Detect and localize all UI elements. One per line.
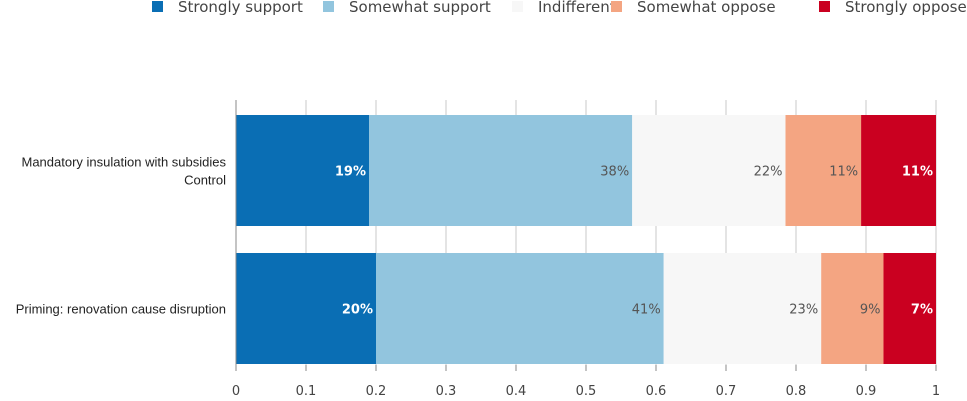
bar-segment — [632, 115, 786, 226]
bars: 19% 38% 22% 11% 11% 20% 41% 23% 9% 7% — [236, 115, 936, 364]
x-tick-label: 0.3 — [436, 384, 457, 399]
x-tick-label: 0 — [232, 384, 240, 399]
x-tick-label: 0.2 — [366, 384, 387, 399]
bar-segment — [861, 115, 936, 226]
bar-segment — [785, 115, 862, 226]
legend-swatch — [152, 1, 163, 12]
x-tick-label: 0.4 — [506, 384, 527, 399]
bar-segment — [821, 253, 884, 364]
data-label: 19% — [335, 165, 366, 180]
bar-segment — [236, 253, 376, 364]
data-label: 38% — [600, 165, 629, 180]
legend-swatch — [512, 1, 523, 12]
x-tick-label: 0.7 — [716, 384, 737, 399]
legend-swatch — [819, 1, 830, 12]
x-tick-label: 0.1 — [296, 384, 317, 399]
data-label: 11% — [829, 165, 858, 180]
legend-label: Strongly oppose — [845, 0, 967, 16]
category-label: Control — [184, 173, 226, 188]
x-tick-label: 0.8 — [786, 384, 807, 399]
x-tick-label: 1 — [932, 384, 940, 399]
category-label: Priming: renovation cause disruption — [16, 302, 226, 317]
data-label: 9% — [860, 303, 881, 318]
legend-label: Somewhat oppose — [637, 0, 776, 16]
data-label: 20% — [342, 303, 373, 318]
data-label: 22% — [754, 165, 783, 180]
data-label: 11% — [902, 165, 933, 180]
data-label: 23% — [789, 303, 818, 318]
bar-segment — [883, 253, 936, 364]
legend-swatch — [323, 1, 334, 12]
legend: Strongly support Somewhat support Indiffer… — [152, 0, 967, 16]
bar-segment — [369, 115, 633, 226]
x-tick-label: 0.9 — [856, 384, 877, 399]
x-tick-label: 0.6 — [646, 384, 667, 399]
legend-label: Somewhat support — [349, 0, 491, 16]
legend-swatch — [611, 1, 622, 12]
x-axis: 0 0.1 0.2 0.3 0.4 0.5 0.6 0.7 0.8 0.9 1 — [232, 365, 940, 399]
category-label: Mandatory insulation with subsidies — [22, 155, 227, 170]
y-axis: Mandatory insulation with subsidies Contr… — [16, 100, 237, 371]
bar-segment — [236, 115, 369, 226]
legend-label: Strongly support — [178, 0, 303, 16]
data-label: 7% — [911, 303, 933, 318]
data-label: 41% — [632, 303, 661, 318]
legend-label: Indifferent — [538, 0, 616, 16]
bar-segment — [663, 253, 822, 364]
x-tick-label: 0.5 — [576, 384, 597, 399]
bar-segment — [376, 253, 664, 364]
